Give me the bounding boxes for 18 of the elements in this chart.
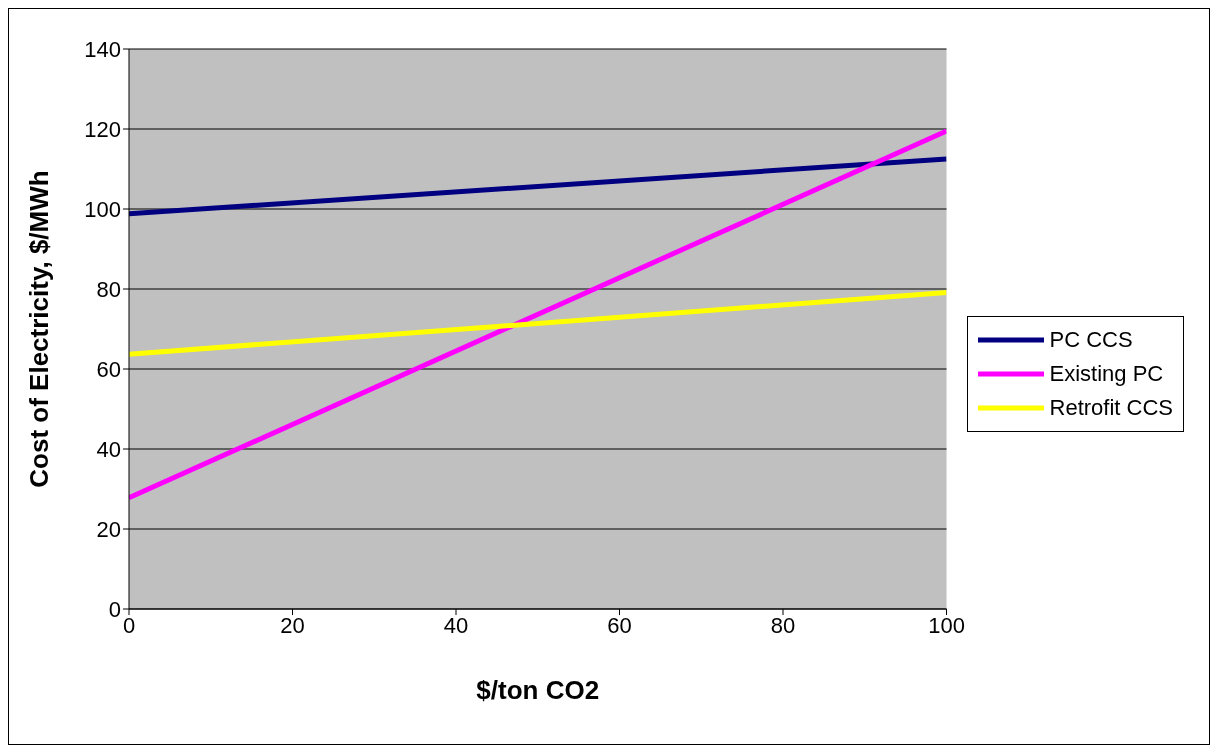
- y-tick-label: 20: [96, 516, 121, 542]
- x-tick-label: 80: [770, 612, 796, 638]
- y-tick-label: 120: [84, 116, 121, 142]
- y-tick-label: 0: [108, 596, 121, 622]
- legend-label: Retrofit CCS: [1049, 395, 1173, 421]
- x-tick-label: 40: [443, 612, 469, 638]
- legend-label: PC CCS: [1049, 327, 1133, 353]
- x-axis-title: $/ton CO2: [476, 675, 600, 705]
- x-tick-label: 20: [280, 612, 305, 638]
- y-tick-label: 40: [96, 436, 121, 462]
- y-tick-label: 80: [96, 276, 121, 302]
- y-axis-title: Cost of Electricity, $/MWh: [24, 170, 55, 488]
- y-tick-label: 100: [84, 196, 121, 222]
- y-tick-label: 60: [96, 356, 121, 382]
- x-tick-label: 100: [928, 612, 965, 638]
- x-tick-label: 60: [607, 612, 632, 638]
- y-tick-label: 140: [84, 36, 121, 62]
- legend-label: Existing PC: [1049, 361, 1164, 387]
